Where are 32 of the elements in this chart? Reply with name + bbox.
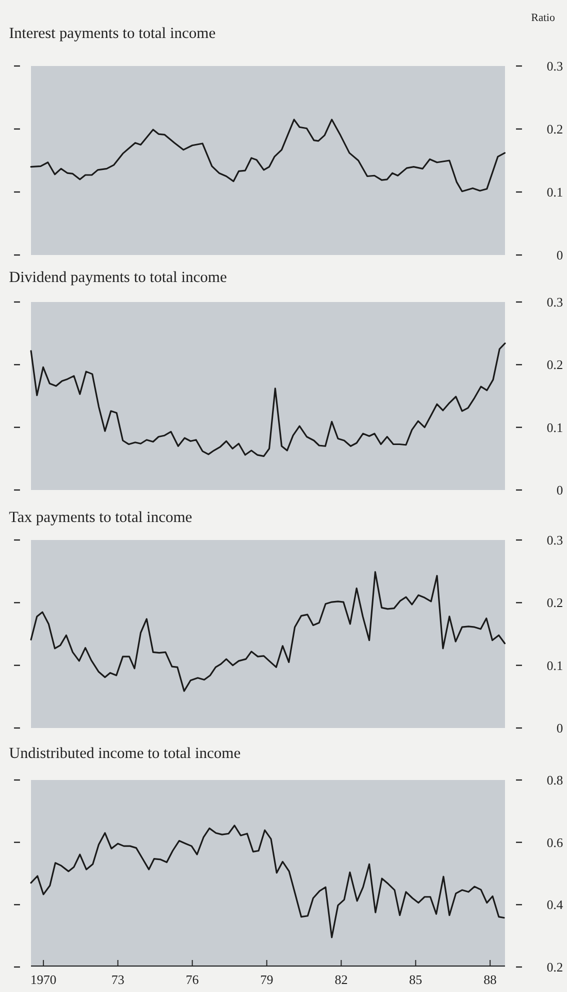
y-tick-label: 0.6 bbox=[546, 834, 564, 850]
x-tick-label: 79 bbox=[260, 972, 274, 987]
chart-title: Dividend payments to total income bbox=[9, 269, 227, 286]
y-tick-label: 0.2 bbox=[546, 357, 563, 372]
y-tick-label: 0.3 bbox=[546, 58, 563, 74]
y-tick-label: 0.3 bbox=[546, 294, 563, 310]
y-tick-label: 0.2 bbox=[546, 595, 563, 610]
y-tick-label: 0 bbox=[556, 482, 563, 498]
y-tick-label: 0.2 bbox=[546, 960, 563, 975]
x-tick-label: 73 bbox=[111, 972, 124, 987]
y-tick-label: 0.4 bbox=[546, 897, 564, 912]
y-tick-label: 0.2 bbox=[546, 122, 563, 137]
y-axis-title: Ratio bbox=[531, 12, 556, 24]
line-series bbox=[30, 571, 506, 692]
x-tick-label: 85 bbox=[409, 972, 422, 987]
chart-title: Tax payments to total income bbox=[9, 509, 192, 526]
y-tick-label: 0.3 bbox=[546, 532, 563, 548]
y-tick-label: 0.8 bbox=[546, 772, 563, 788]
line-series bbox=[30, 342, 506, 457]
x-tick-label: 76 bbox=[186, 972, 200, 987]
y-tick-label: 0.1 bbox=[546, 658, 563, 673]
x-tick-label: 1970 bbox=[30, 972, 56, 987]
line-series bbox=[30, 824, 505, 938]
y-tick-label: 0 bbox=[556, 248, 563, 263]
chart-title: Undistributed income to total income bbox=[9, 745, 241, 762]
y-tick-label: 0 bbox=[556, 720, 563, 736]
y-tick-label: 0.1 bbox=[546, 184, 563, 200]
x-tick-label: 88 bbox=[484, 972, 497, 987]
line-series bbox=[30, 118, 506, 192]
y-tick-label: 0.1 bbox=[546, 420, 563, 435]
chart-title: Interest payments to total income bbox=[9, 25, 216, 42]
x-tick-label: 82 bbox=[334, 972, 348, 987]
